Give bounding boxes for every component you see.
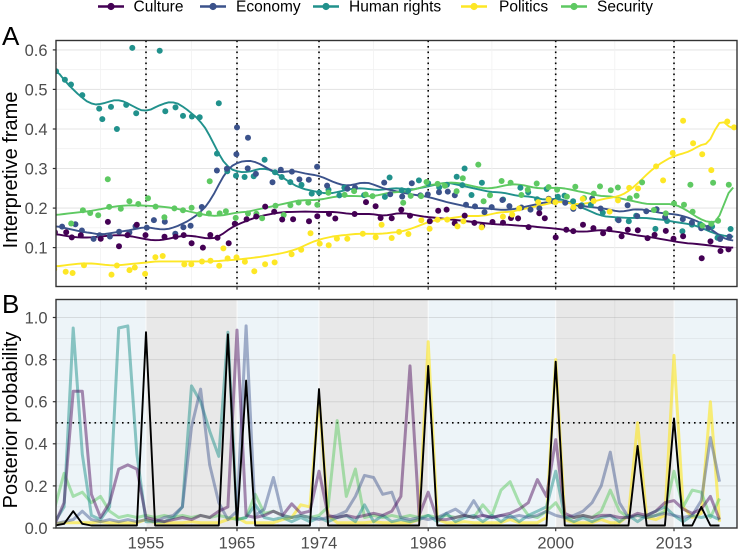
- svg-text:0.1: 0.1: [25, 240, 48, 258]
- svg-text:Culture: Culture: [134, 0, 184, 16]
- svg-text:0.0: 0.0: [25, 520, 48, 538]
- svg-text:1974: 1974: [301, 534, 338, 550]
- svg-text:1965: 1965: [219, 534, 256, 550]
- svg-text:2000: 2000: [537, 534, 574, 550]
- svg-text:0.5: 0.5: [25, 81, 48, 99]
- svg-text:0.4: 0.4: [25, 436, 48, 454]
- svg-text:0.6: 0.6: [25, 394, 48, 412]
- svg-text:Posterior probability: Posterior probability: [0, 332, 22, 509]
- svg-text:Economy: Economy: [236, 0, 301, 16]
- svg-text:1.0: 1.0: [25, 309, 48, 327]
- svg-text:1955: 1955: [128, 534, 165, 550]
- svg-text:A: A: [2, 21, 20, 51]
- svg-text:Interpretive frame: Interpretive frame: [0, 92, 22, 249]
- svg-text:0.2: 0.2: [25, 478, 48, 496]
- svg-text:0.2: 0.2: [25, 200, 48, 218]
- svg-text:Politics: Politics: [499, 0, 548, 16]
- svg-text:Security: Security: [597, 0, 653, 16]
- svg-text:0.3: 0.3: [25, 160, 48, 178]
- svg-text:B: B: [2, 289, 19, 319]
- svg-text:0.4: 0.4: [25, 121, 48, 139]
- svg-text:1986: 1986: [410, 534, 447, 550]
- svg-text:0.6: 0.6: [25, 42, 48, 60]
- svg-text:0.8: 0.8: [25, 352, 48, 370]
- svg-text:2013: 2013: [656, 534, 693, 550]
- svg-text:Human rights: Human rights: [349, 0, 441, 16]
